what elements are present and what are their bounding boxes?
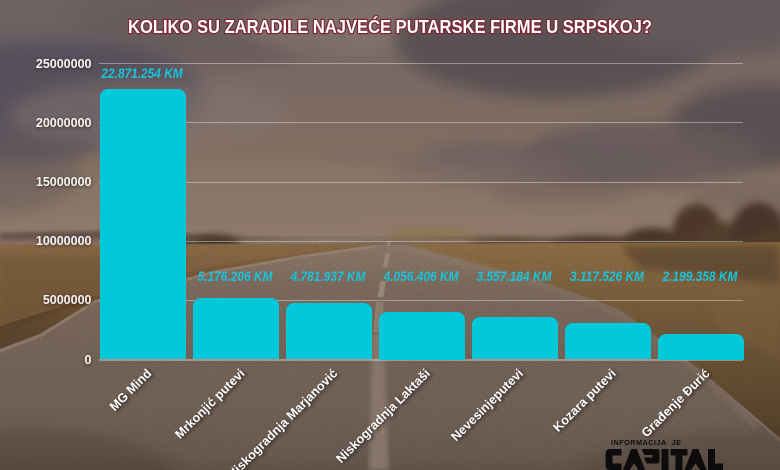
svg-text:KOLIKO SU ZARADILE NAJVEĆE PUT: KOLIKO SU ZARADILE NAJVEĆE PUTARSKE FIRM…	[128, 16, 652, 37]
